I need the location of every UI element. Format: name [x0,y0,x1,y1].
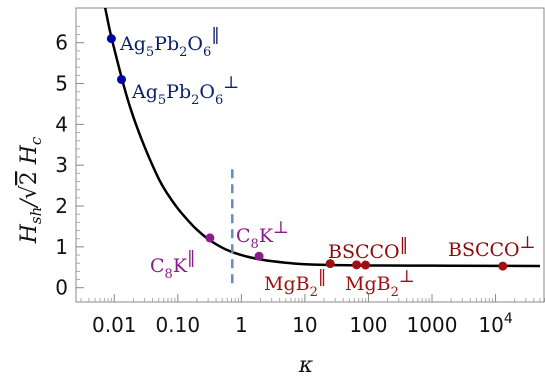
points-layer [106,34,508,271]
x-tick-label: 1 [235,313,248,337]
x-tick-label: 1000 [407,313,458,337]
plot-border [75,7,545,303]
svg-text:Hsh/√2 Hc: Hsh/√2 Hc [17,136,45,244]
label-c8k-perp: C8K⊥ [236,218,289,252]
data-point-1 [117,74,127,84]
x-tick-label: 0.10 [156,313,201,337]
curve-layer [103,8,540,268]
x-tick-label: 104 [478,311,512,337]
x-tick-label: 0.01 [92,313,137,337]
y-tick-label: 1 [55,235,68,259]
y-tick-label: 5 [55,72,68,96]
plot-frame [75,7,545,303]
data-point-7 [498,261,508,271]
label-c8k-parallel: C8K‖ [150,248,196,282]
data-point-4 [325,259,335,269]
label-ag5pb2o6-perp: Ag5Pb2O6⊥ [131,73,239,108]
x-axis-label: κ [298,353,314,378]
data-point-3 [254,251,264,261]
y-tick-label: 4 [55,112,68,136]
data-point-6 [361,260,371,270]
y-tick-label: 6 [55,31,68,55]
label-bscco-parallel: BSCCO‖ [328,235,408,263]
y-tick-label: 3 [55,153,68,177]
data-point-2 [205,233,215,243]
y-tick-label: 2 [55,194,68,218]
label-bscco-perp: BSCCO⊥ [448,233,536,261]
axis-ticks [76,25,545,302]
label-ag5pb2o6-parallel: Ag5Pb2O6‖ [119,25,220,60]
label-mgb2-parallel: MgB2‖ [264,267,326,300]
label-mgb2-perp: MgB2⊥ [345,267,415,300]
y-axis-label: Hsh/√2 Hc [17,136,45,244]
x-tick-label: 100 [349,313,387,337]
x-tick-label: 10 [292,313,317,337]
y-tick-label: 0 [55,276,68,300]
data-point-0 [106,34,116,44]
data-point-5 [352,260,362,270]
fit-curve [103,8,540,268]
